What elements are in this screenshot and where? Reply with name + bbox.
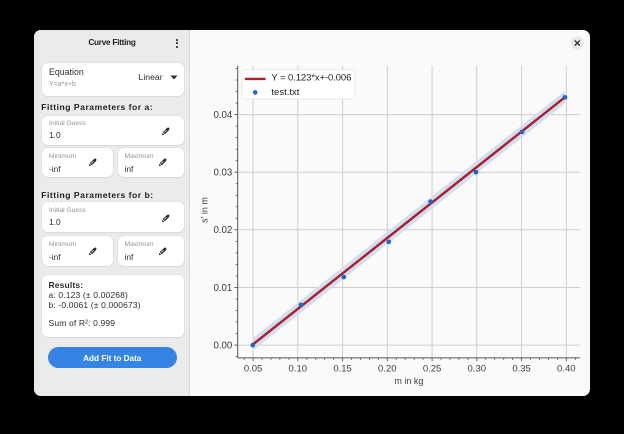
svg-text:0.15: 0.15	[333, 364, 352, 375]
svg-text:m in kg: m in kg	[394, 376, 423, 386]
svg-text:0.04: 0.04	[213, 110, 232, 121]
svg-text:0.02: 0.02	[213, 225, 232, 236]
svg-text:Y = 0.123*x+-0.006: Y = 0.123*x+-0.006	[271, 73, 351, 84]
svg-text:0.10: 0.10	[289, 364, 308, 375]
svg-text:0.03: 0.03	[213, 168, 232, 179]
svg-text:0.05: 0.05	[244, 364, 263, 375]
svg-text:0.25: 0.25	[423, 364, 442, 375]
svg-text:0.35: 0.35	[512, 364, 531, 375]
svg-text:test.txt: test.txt	[271, 87, 299, 98]
svg-text:0.00: 0.00	[213, 341, 232, 352]
svg-text:0.40: 0.40	[557, 364, 576, 375]
svg-text:0.30: 0.30	[468, 364, 487, 375]
svg-text:0.20: 0.20	[378, 364, 397, 375]
svg-text:s' in m: s' in m	[199, 197, 209, 223]
svg-text:0.01: 0.01	[213, 283, 232, 294]
